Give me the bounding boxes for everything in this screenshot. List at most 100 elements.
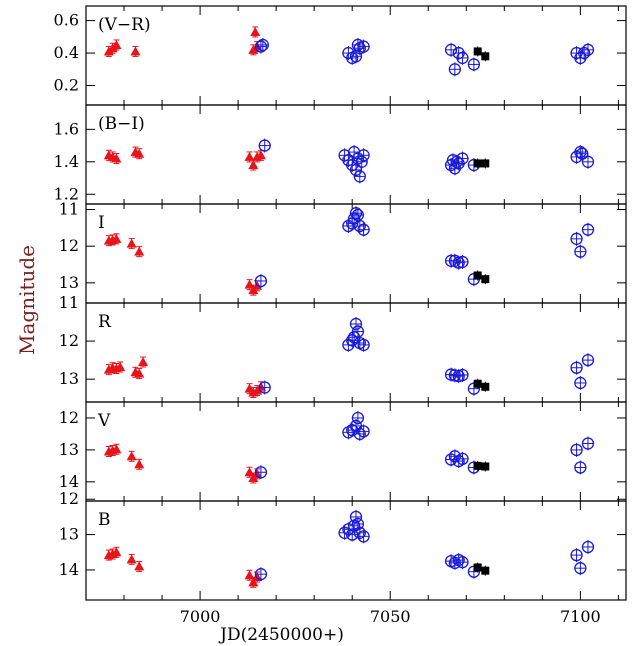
panel-4: 12 13 14 V (59, 401, 627, 502)
blue-circle-point (349, 162, 363, 177)
blue-circle-point (254, 274, 268, 288)
blue-circle-point (355, 154, 368, 169)
y-tick-label: 0.2 (54, 76, 79, 95)
y-tick-label: 1.6 (54, 119, 79, 138)
blue-circle-point (576, 146, 589, 161)
red-triangle-point (111, 233, 122, 245)
panel-1: 1.2 1.4 1.6 (B−I) (54, 104, 627, 205)
panel-frame (85, 500, 627, 601)
red-triangle-point (126, 238, 137, 250)
blue-circle-point (448, 62, 462, 77)
red-triangle-point (115, 361, 126, 373)
blue-circle-point (456, 50, 469, 65)
panel-2: 11 12 13 I (59, 200, 627, 304)
y-tick-label: 14 (59, 472, 79, 491)
blue-circle-point (346, 527, 359, 542)
blue-circle-point (357, 148, 370, 163)
blue-circle-point (357, 222, 370, 237)
y-tick-label: 12 (59, 408, 79, 427)
y-tick-label: 0.6 (54, 11, 79, 30)
black-square-point (473, 562, 482, 573)
y-tick-label: 13 (59, 440, 79, 459)
blue-circle-point (349, 509, 363, 524)
blue-circle-point (254, 567, 268, 582)
blue-circle-point (570, 360, 583, 375)
black-square-point (473, 158, 482, 169)
y-tick-label: 12 (59, 331, 79, 350)
panel-3: 11 12 13 R (59, 293, 627, 403)
blue-circle-point (254, 465, 268, 480)
blue-circle-point (357, 529, 370, 544)
red-triangle-point (248, 159, 259, 171)
blue-circle-point (351, 324, 365, 339)
blue-circle-point (353, 169, 366, 184)
red-triangle-point (134, 148, 145, 160)
red-triangle-point (126, 450, 137, 462)
red-triangle-point (111, 546, 122, 558)
black-square-point (473, 46, 482, 57)
blue-circle-point (351, 516, 365, 531)
blue-circle-point (346, 333, 359, 348)
blue-circle-point (581, 154, 595, 169)
blue-circle-point (581, 539, 595, 554)
black-square-point (481, 565, 490, 576)
blue-circle-point (456, 367, 469, 382)
panel-frame (85, 104, 627, 205)
blue-circle-point (256, 37, 269, 52)
blue-circle-point (357, 337, 370, 352)
blue-circle-point (574, 460, 587, 475)
panel-frame (85, 401, 627, 502)
panel-label: (V−R) (98, 15, 151, 35)
blue-circle-point (357, 424, 370, 439)
x-axis-tick-labels: 7000 7050 7100 (180, 607, 601, 626)
y-tick-label: 13 (59, 273, 79, 292)
blue-circle-point (581, 436, 595, 451)
blue-circle-point (574, 375, 587, 390)
y-tick-label: 11 (59, 200, 79, 219)
blue-circle-point (581, 222, 595, 237)
y-tick-label: 13 (59, 525, 79, 544)
panel-label: B (98, 510, 111, 530)
black-square-point (481, 381, 490, 392)
panel-label: R (98, 312, 112, 332)
black-square-point (481, 158, 490, 169)
red-triangle-point (252, 571, 263, 583)
red-triangle-point (134, 367, 145, 379)
red-triangle-point (244, 151, 255, 163)
red-triangle-point (134, 560, 145, 572)
black-square-point (473, 270, 482, 281)
panel-label: V (97, 411, 111, 431)
blue-circle-point (574, 244, 587, 259)
y-tick-label: 12 (59, 236, 79, 255)
blue-circle-point (570, 548, 583, 563)
black-square-point (481, 51, 490, 62)
black-square-point (473, 460, 482, 471)
black-square-point (473, 378, 482, 389)
red-triangle-point (111, 153, 122, 165)
blue-circle-point (456, 151, 469, 166)
blue-circle-point (456, 555, 469, 570)
blue-circle-point (349, 316, 363, 331)
red-triangle-point (134, 246, 145, 258)
y-tick-label: 11 (59, 293, 79, 312)
black-square-point (481, 461, 490, 472)
y-tick-label: 0.4 (54, 43, 79, 62)
y-tick-label: 13 (59, 369, 79, 388)
x-axis-label: JD(2450000+) (218, 625, 344, 645)
red-triangle-point (111, 443, 122, 455)
blue-circle-point (574, 561, 587, 576)
blue-circle-point (258, 138, 271, 153)
y-tick-label: 1.4 (54, 152, 79, 171)
blue-circle-point (570, 231, 583, 246)
panels-group: 0.20.40.6 (V−R)1.21.41.6 (B−I)111213I11121… (54, 5, 627, 601)
x-tick-label: 7050 (370, 607, 411, 626)
y-tick-label: 12 (59, 489, 79, 508)
blue-circle-point (467, 57, 481, 72)
red-triangle-point (134, 458, 145, 470)
black-square-point (481, 274, 490, 285)
y-tick-label: 14 (59, 560, 79, 579)
panel-label: I (98, 213, 105, 233)
panel-0: 0.2 0.4 0.6 (V−R) (54, 5, 627, 106)
panel-label: (B−I) (98, 114, 145, 134)
